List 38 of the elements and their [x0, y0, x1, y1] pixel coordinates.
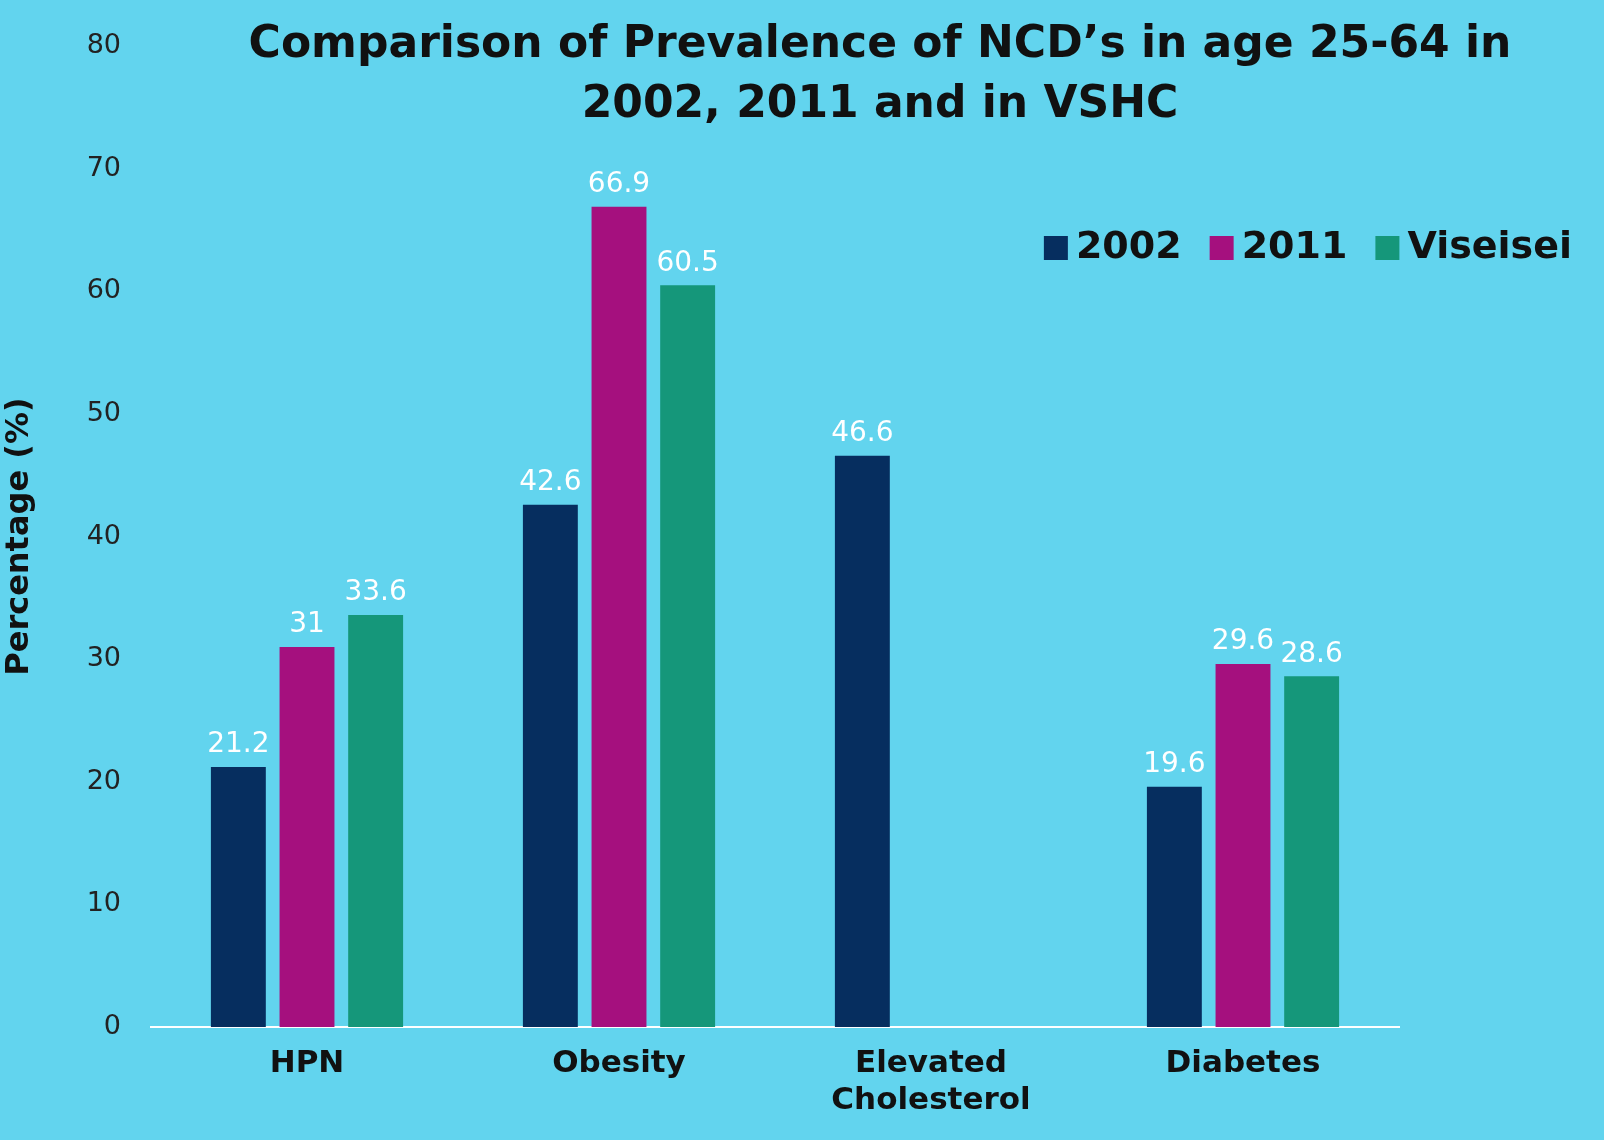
y-axis-title: Percentage (%): [0, 397, 36, 676]
bar: [522, 504, 578, 1027]
y-tick-label: 30: [86, 641, 121, 673]
y-tick-label: 40: [86, 518, 121, 550]
legend-label: 2011: [1241, 222, 1348, 267]
data-label: 66.9: [587, 166, 651, 200]
data-label: 19.6: [1143, 745, 1206, 779]
bar: [834, 455, 890, 1027]
bar: [279, 646, 335, 1027]
data-label: 31: [289, 606, 325, 640]
bar: [591, 206, 647, 1027]
data-label: 42.6: [519, 464, 582, 498]
y-tick-label: 20: [86, 763, 121, 795]
y-tick-label: 60: [86, 273, 121, 305]
x-tick-label: Obesity: [552, 1042, 686, 1079]
bar: [1146, 786, 1202, 1027]
bar: [210, 767, 266, 1027]
x-tick-label: Diabetes: [1165, 1042, 1321, 1079]
bar: [1215, 664, 1271, 1027]
y-tick-label: 10: [86, 886, 121, 918]
legend-label: Viseisei: [1407, 222, 1573, 267]
y-tick-label: 50: [86, 396, 121, 428]
chart-title: Comparison of Prevalence of NCD’s in age 25-64 in 2002, 2011 and in VSHC: [247, 15, 1513, 129]
data-label: 28.6: [1280, 635, 1343, 669]
bar: [1284, 676, 1340, 1027]
legend-label: 2002: [1075, 222, 1182, 267]
data-label: 46.6: [831, 414, 894, 448]
x-tick-label: HPN: [269, 1042, 345, 1079]
data-label: 29.6: [1211, 623, 1275, 657]
data-label: 60.5: [656, 244, 719, 278]
bar: [348, 615, 404, 1027]
data-label: 33.6: [344, 574, 407, 608]
bar: [660, 285, 716, 1027]
y-tick-label: 70: [86, 150, 121, 182]
data-label: 21.2: [207, 726, 270, 760]
y-tick-label: 0: [103, 1009, 121, 1041]
x-tick-label: Elevated Cholesterol: [831, 1042, 1031, 1116]
y-tick-label: 80: [86, 28, 121, 60]
